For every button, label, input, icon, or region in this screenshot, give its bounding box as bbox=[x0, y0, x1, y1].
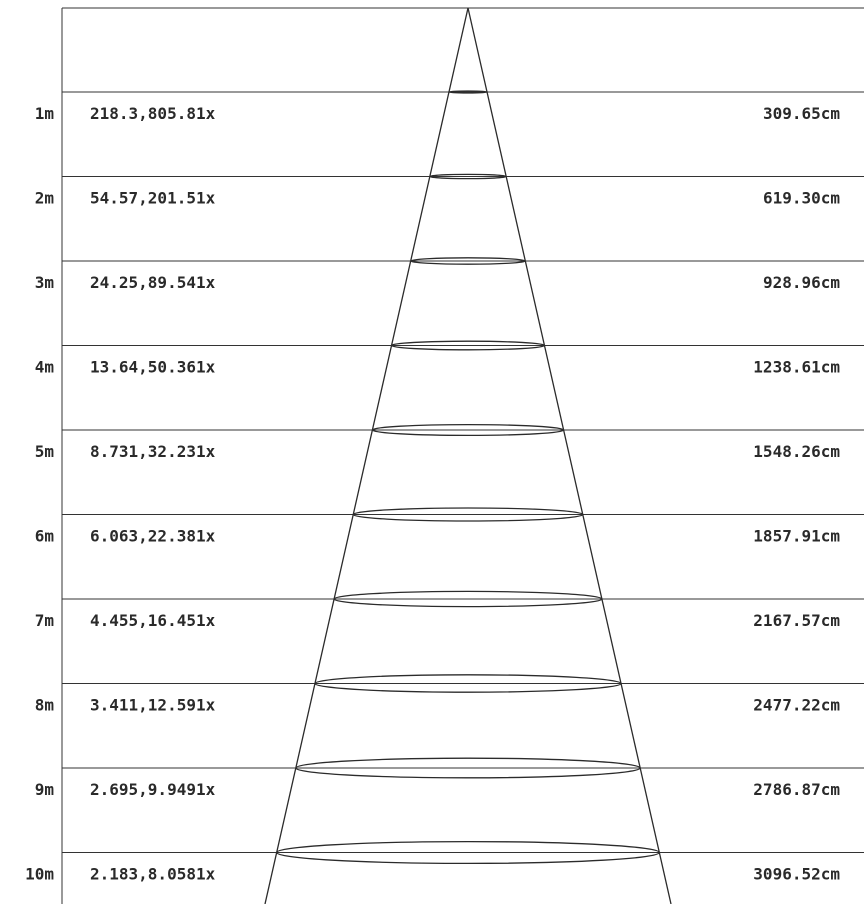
illuminance-label: 3.411,12.591x bbox=[90, 696, 216, 715]
distance-label: 2m bbox=[35, 189, 55, 208]
distance-label: 7m bbox=[35, 611, 55, 630]
beam-ring bbox=[314, 674, 622, 693]
distance-rows: 1m 218.3,805.81x 309.65cm 2m 54.57,201.51x 61… bbox=[25, 90, 864, 884]
beam-diameter-label: 1238.61cm bbox=[753, 358, 840, 377]
distance-label: 6m bbox=[35, 527, 55, 546]
beam-ring bbox=[295, 757, 641, 779]
beam-ring bbox=[371, 423, 565, 437]
distance-label: 1m bbox=[35, 104, 55, 123]
beam-diameter-label: 1857.91cm bbox=[753, 527, 840, 546]
beam-diameter-label: 1548.26cm bbox=[753, 442, 840, 461]
beam-ring bbox=[410, 257, 526, 265]
distance-label: 10m bbox=[25, 865, 54, 884]
illuminance-label: 8.731,32.231x bbox=[90, 442, 216, 461]
distance-label: 9m bbox=[35, 780, 55, 799]
cone-left-edge bbox=[264, 7, 469, 904]
beam-diameter-label: 2786.87cm bbox=[753, 780, 840, 799]
distance-label: 3m bbox=[35, 273, 55, 292]
illuminance-label: 24.25,89.541x bbox=[90, 273, 216, 292]
beam-diameter-label: 2167.57cm bbox=[753, 611, 840, 630]
illuminance-label: 4.455,16.451x bbox=[90, 611, 216, 630]
beam-diameter-label: 619.30cm bbox=[763, 189, 840, 208]
beam-diameter-label: 2477.22cm bbox=[753, 696, 840, 715]
distance-label: 8m bbox=[35, 696, 55, 715]
distance-label: 5m bbox=[35, 442, 55, 461]
beam-diameter-label: 309.65cm bbox=[763, 104, 840, 123]
illuminance-label: 6.063,22.381x bbox=[90, 527, 216, 546]
illuminance-label: 218.3,805.81x bbox=[90, 104, 216, 123]
beam-diameter-label: 3096.52cm bbox=[753, 865, 840, 884]
beam-diameter-label: 928.96cm bbox=[763, 273, 840, 292]
cone-right-edge bbox=[467, 7, 672, 904]
distance-label: 4m bbox=[35, 358, 55, 377]
illuminance-label: 2.695,9.9491x bbox=[90, 780, 216, 799]
illuminance-label: 13.64,50.361x bbox=[90, 358, 216, 377]
beam-ring bbox=[429, 173, 507, 180]
beam-ring bbox=[390, 340, 546, 351]
illuminance-label: 54.57,201.51x bbox=[90, 189, 216, 208]
beam-ring bbox=[333, 590, 603, 608]
beam-ring bbox=[448, 90, 488, 94]
beam-ring bbox=[276, 840, 660, 865]
beam-ring bbox=[352, 507, 584, 522]
illuminance-label: 2.183,8.0581x bbox=[90, 865, 216, 884]
